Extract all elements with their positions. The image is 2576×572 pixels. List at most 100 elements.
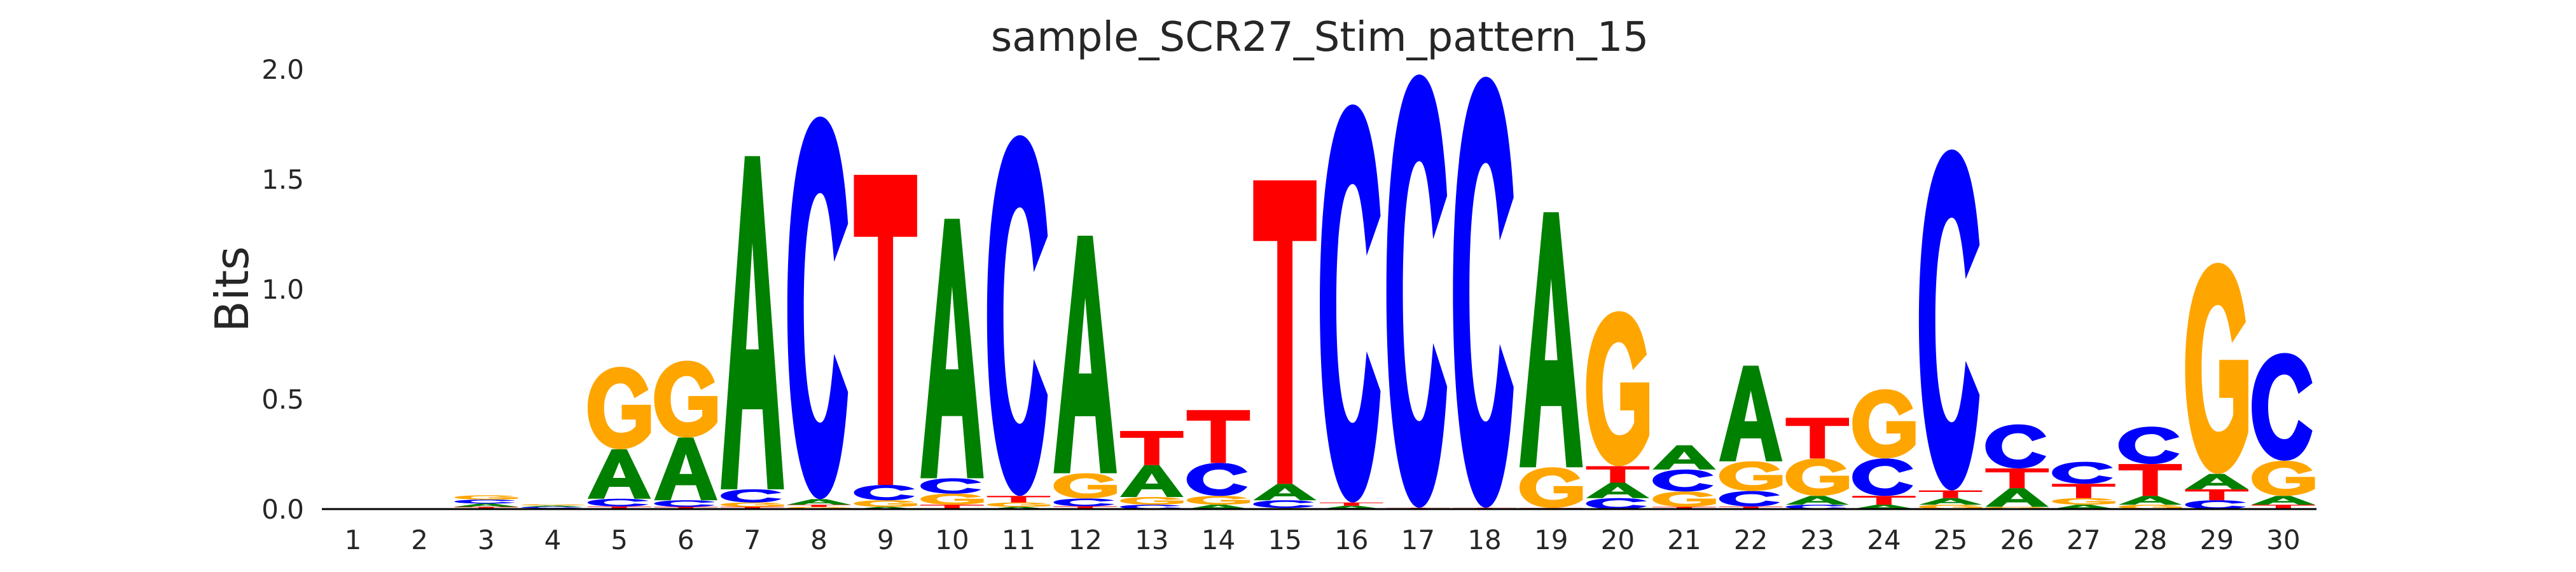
x-tick-label: 12 (1068, 524, 1102, 555)
logo-letter-T (854, 175, 917, 485)
logo-letter-C (1186, 463, 1248, 496)
logo-letter-G (2052, 498, 2116, 505)
x-tick-label: 28 (2133, 524, 2167, 555)
x-axis-ticks: 1 2 3 4 5 6 7 8 9 10 11 12 13 14 15 16 17 18 19 20 21 22 23 24 2… (345, 524, 2301, 555)
x-tick-label: 15 (1268, 524, 1301, 555)
x-tick-label: 14 (1201, 524, 1235, 555)
logo-letter-T (1652, 507, 1716, 509)
logo-letter-T (2118, 464, 2182, 496)
x-tick-label: 5 (611, 524, 628, 555)
x-tick-label: 25 (1934, 524, 1967, 555)
x-tick-label: 24 (1867, 524, 1901, 555)
logo-letter-G (1918, 505, 1983, 509)
logo-letter-T (2185, 489, 2248, 501)
x-tick-label: 26 (2000, 524, 2034, 555)
logo-letter-C (521, 507, 582, 508)
logo-letter-T (1852, 496, 1916, 505)
logo-letter-T (1320, 502, 1383, 506)
logo-letter-A (2185, 473, 2248, 489)
x-tick-label: 23 (1801, 524, 1834, 555)
x-tick-label: 10 (935, 524, 969, 555)
logo-letter-T (1586, 466, 1650, 483)
logo-letter-T (1053, 506, 1117, 509)
logo-letter-A (920, 219, 984, 479)
x-tick-label: 4 (544, 524, 562, 555)
logo-letter-T (1719, 506, 1783, 509)
logo-letter-C (2185, 500, 2246, 509)
logo-letter-T (2252, 505, 2315, 509)
logo-letter-G (987, 502, 1051, 507)
y-tick-label: 0.5 (261, 384, 304, 415)
logo-letter-G (2185, 262, 2248, 474)
x-tick-label: 13 (1135, 524, 1168, 555)
logo-letter-C (1785, 505, 1847, 509)
logo-letter-C (1053, 498, 1114, 507)
logo-letter-A (2252, 496, 2315, 505)
logo-letter-A (787, 499, 851, 505)
logo-letter-T (654, 507, 717, 509)
logo-letter-G (1053, 473, 1117, 499)
logo-letter-A (1519, 212, 1583, 468)
logo-letter-G (1586, 311, 1650, 466)
logo-letter-T (1785, 418, 1850, 459)
logo-letter-T (1985, 468, 2049, 489)
x-tick-label: 3 (478, 524, 495, 555)
logo-letter-T (454, 507, 518, 509)
x-tick-label: 11 (1002, 524, 1035, 555)
logo-letter-A (454, 503, 518, 507)
x-tick-label: 29 (2199, 524, 2233, 555)
logo-letter-A (1053, 235, 1117, 473)
logo-letter-A (721, 156, 784, 489)
logo-letter-C (654, 500, 715, 507)
x-tick-label: 9 (877, 524, 894, 555)
x-tick-label: 2 (411, 524, 428, 555)
y-axis-label: Bits (205, 246, 259, 332)
logo-letter-G (1120, 496, 1184, 505)
logo-letter-T (1918, 490, 1983, 498)
x-tick-label: 30 (2266, 524, 2300, 555)
y-tick-label: 1.5 (261, 164, 304, 195)
y-tick-label: 0.0 (261, 494, 304, 525)
logo-letter-C (787, 116, 848, 500)
x-tick-label: 22 (1734, 524, 1768, 555)
logo-letter-A (1852, 505, 1916, 509)
logo-letter-G (654, 360, 717, 438)
logo-letter-A (1785, 496, 1850, 505)
logo-letter-C (1253, 500, 1314, 508)
logo-letter-G (1719, 461, 1783, 491)
logo-letter-A (1918, 498, 1983, 505)
logo-letter-G (1519, 467, 1583, 508)
logo-letter-C (1985, 424, 2046, 468)
chart-title: sample_SCR27_Stim_pattern_15 (991, 14, 1649, 61)
x-tick-label: 8 (810, 524, 828, 555)
x-tick-label: 7 (744, 524, 761, 555)
logo-letter-A (1586, 482, 1650, 498)
x-tick-label: 21 (1667, 524, 1701, 555)
logo-letter-G (1652, 491, 1716, 507)
logo-letter-T (2052, 484, 2116, 498)
logo-letter-A (1253, 484, 1317, 501)
logo-letter-G (854, 500, 917, 507)
y-tick-label: 2.0 (261, 54, 304, 85)
logo-letter-C (1852, 458, 1913, 496)
logo-letter-G (721, 502, 784, 507)
logo-letter-G (920, 493, 984, 505)
logo-letter-T (587, 506, 651, 509)
logo-letter-C (854, 484, 915, 501)
logo-letter-G (2252, 460, 2315, 496)
x-tick-label: 1 (345, 524, 362, 555)
logo-letter-A (521, 505, 585, 507)
logo-letter-C (1453, 76, 1514, 508)
y-axis-ticks: 0.0 0.5 1.0 1.5 2.0 (261, 54, 304, 525)
logo-letter-A (2052, 505, 2116, 509)
logo-letter-T (1253, 180, 1317, 484)
logo-letter-C (987, 135, 1048, 496)
x-tick-label: 18 (1467, 524, 1501, 555)
logo-letter-C (2118, 426, 2180, 465)
logo-letter-C (2252, 353, 2313, 461)
logo-letter-C (1918, 149, 1980, 491)
logo-letter-A (1652, 445, 1716, 470)
logo-stacks (454, 74, 2315, 509)
logo-letter-C (920, 478, 981, 494)
